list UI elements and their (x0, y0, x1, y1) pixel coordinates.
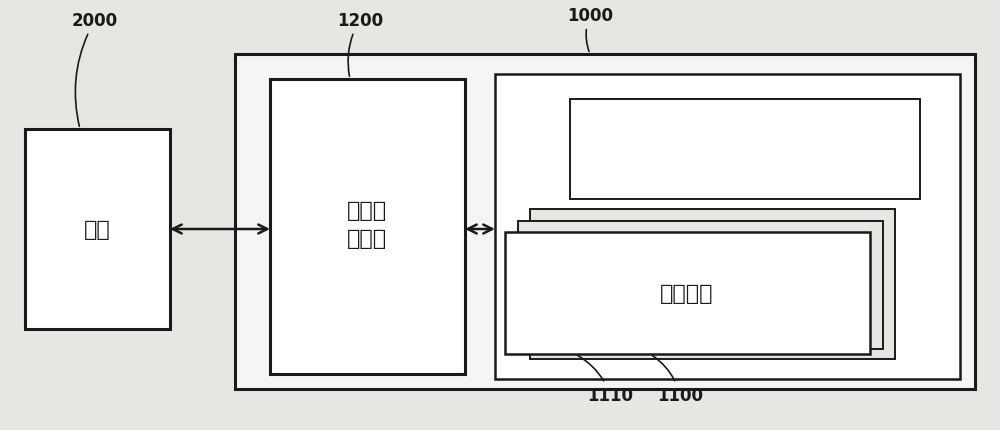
Text: 2000: 2000 (72, 12, 118, 127)
Bar (530, 209, 895, 359)
Text: 储存器件: 储存器件 (660, 283, 714, 303)
Bar (25, 130, 170, 329)
Bar (495, 75, 960, 379)
Text: 1000: 1000 (567, 7, 613, 52)
Bar (235, 55, 975, 389)
Text: 1110: 1110 (577, 356, 633, 404)
Bar (570, 100, 920, 200)
Bar (518, 221, 883, 349)
Text: 存储器
控制器: 存储器 控制器 (347, 200, 387, 249)
Text: 主机: 主机 (84, 219, 110, 240)
Text: 1100: 1100 (652, 356, 703, 404)
Text: 1200: 1200 (337, 12, 383, 77)
Bar (505, 233, 870, 354)
Bar (270, 80, 465, 374)
